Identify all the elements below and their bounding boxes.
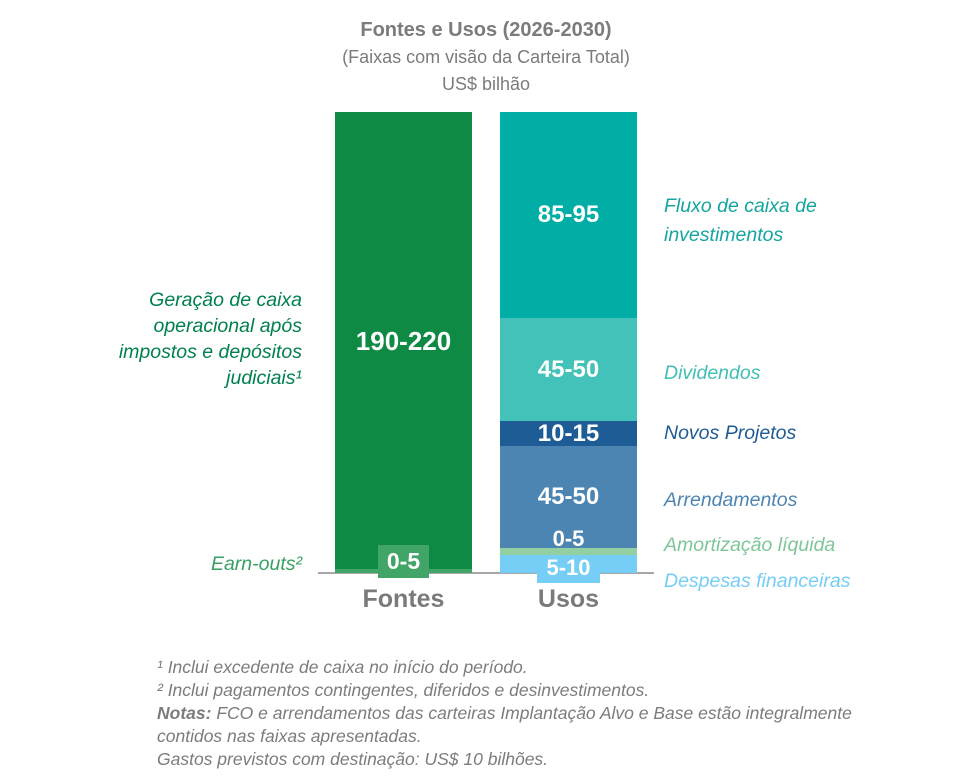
value-label-novos-projetos: 10-15 — [537, 419, 600, 447]
category-label-fontes: Fontes — [362, 585, 445, 613]
footnote-notas-continuation: contidos nas faixas apresentadas. — [157, 726, 422, 746]
despesas-label-tab — [537, 573, 600, 583]
footnote-notas-label: Notas: — [157, 703, 212, 723]
segment-arrendamentos: 45-50 — [500, 446, 637, 548]
footnote-2: ² Inclui pagamentos contingentes, diferi… — [157, 680, 650, 700]
segment-despesas-financeiras — [500, 555, 637, 573]
annotation-earn-outs: Earn-outs² — [210, 553, 302, 575]
chart-header: Fontes e Usos (2026-2030) (Faixas com vi… — [236, 17, 736, 98]
annotation-geracao-de-caixa: Geração de caixa operacional após impost… — [118, 289, 302, 389]
segment-fluxo-investimentos: 85-95 — [500, 112, 637, 318]
segment-amortizacao-liquida — [500, 548, 637, 555]
value-label-despesas: 5-10 — [546, 555, 591, 580]
annotation-dividendos: Dividendos — [664, 362, 761, 384]
value-label-arrendamentos: 45-50 — [537, 483, 600, 510]
chart-unit-label: US$ bilhão — [441, 74, 531, 94]
value-label-geracao: 190-220 — [355, 326, 452, 356]
bar-usos: 85-95 45-50 10-15 45-50 0-5 5-10 — [500, 112, 637, 583]
category-label-usos: Usos — [537, 585, 600, 613]
footnote-1: ¹ Inclui excedente de caixa no início do… — [157, 657, 528, 677]
annotation-despesas-financeiras: Despesas financeiras — [664, 570, 851, 592]
segment-dividendos: 45-50 — [500, 318, 637, 421]
segment-novos-projetos: 10-15 — [500, 419, 637, 447]
annotation-arrendamentos: Arrendamentos — [664, 489, 798, 511]
annotation-amortizacao-liquida: Amortização líquida — [664, 534, 836, 556]
value-label-fluxo: 85-95 — [537, 201, 600, 228]
annotation-fluxo-investimentos: Fluxo de caixa de investimentos — [664, 195, 817, 246]
chart-subtitle: (Faixas com visão da Carteira Total) — [342, 47, 630, 67]
footnote-notas: Notas: FCO e arrendamentos das carteiras… — [157, 702, 937, 725]
bar-fontes: 190-220 0-5 — [335, 112, 472, 578]
footnote-notas-text: FCO e arrendamentos das carteiras Implan… — [211, 703, 852, 723]
segment-geracao-de-caixa — [335, 112, 472, 569]
annotation-novos-projetos: Novos Projetos — [664, 422, 797, 444]
value-label-earn-outs: 0-5 — [378, 545, 429, 578]
chart-title: Fontes e Usos (2026-2030) — [360, 19, 612, 41]
footnote-gastos: Gastos previstos com destinação: US$ 10 … — [157, 749, 549, 769]
footnotes-block: ¹ Inclui excedente de caixa no início do… — [157, 656, 937, 771]
value-label-dividendos: 45-50 — [537, 355, 600, 383]
value-label-amortizacao: 0-5 — [552, 526, 585, 551]
x-axis-baseline — [318, 572, 654, 574]
